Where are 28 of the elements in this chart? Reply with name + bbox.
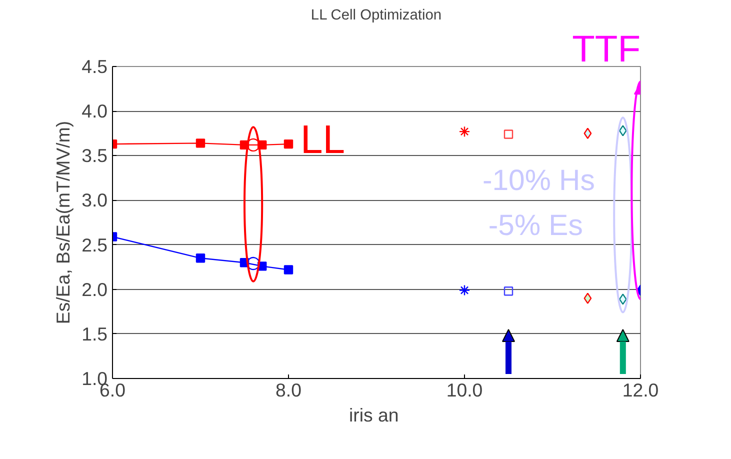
point [284,139,294,149]
y-axis-title: Es/Ea, Bs/Ea(mT/MV/m) [52,120,74,324]
y-tick-label: 3.5 [82,145,108,166]
y-tick-label: 4.5 [82,56,108,77]
annotation: LL [300,118,345,162]
point [584,292,592,304]
chart-title: LL Cell Optimization [310,8,442,24]
point [618,125,627,136]
x-axis-title: iris an [349,404,399,426]
y-tick-label: 3.0 [82,190,108,211]
point [504,286,514,296]
y-tick-label: 1.5 [82,323,108,344]
annotation: TTF [572,28,640,70]
point [458,126,470,138]
y-tick-label: 4.0 [82,100,108,122]
point [196,254,206,263]
y-tick-label: 2.0 [82,278,108,300]
point [618,294,627,305]
point [196,138,206,148]
point [504,130,514,139]
point [284,265,294,274]
point [246,138,260,152]
x-tick-label: 10.0 [446,380,483,400]
point [458,284,470,296]
x-tick-label: 12.0 [622,380,659,400]
y-tick-label: 2.5 [82,234,108,256]
x-tick-label: 8.0 [276,380,302,400]
point [584,128,592,139]
